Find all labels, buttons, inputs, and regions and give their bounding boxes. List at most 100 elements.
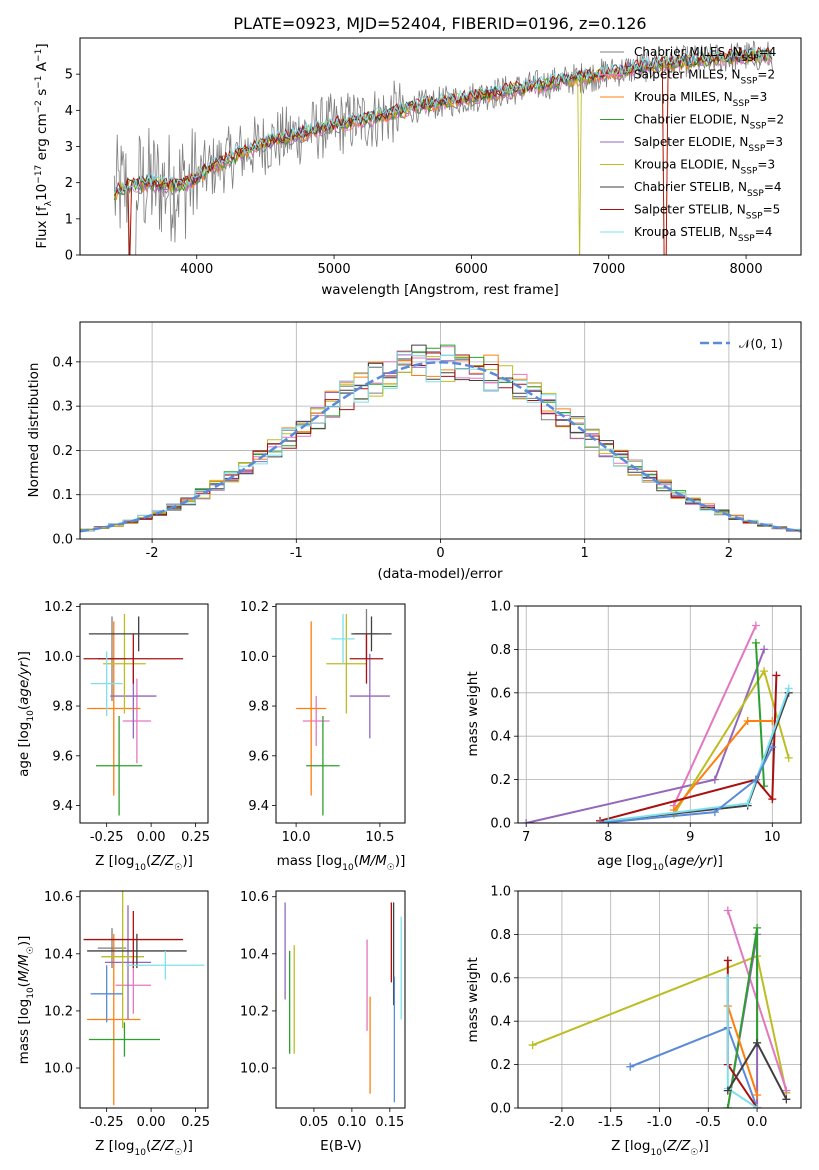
weight-marker (723, 1104, 732, 1108)
y-tick-label: 10.6 (44, 890, 73, 905)
y-axis-label: mass weight (465, 671, 481, 756)
y-axis-label: mass [log10(M/M☉)] (16, 936, 36, 1065)
x-axis-label: Z [log10(Z/Z☉)] (95, 853, 193, 873)
model-spectrum-line (113, 46, 773, 194)
weight-marker (723, 1086, 732, 1095)
y-tick-label: 10.4 (44, 947, 73, 962)
legend-label: Kroupa MILES, NSSP=3 (634, 90, 767, 109)
x-axis-label: E(B-V) (320, 1138, 362, 1154)
x-tick-label: 8000 (730, 262, 763, 277)
y-tick-label: 0.0 (52, 533, 73, 548)
weight-line (672, 625, 757, 807)
axes-frame (517, 605, 802, 824)
x-tick-label: 0.00 (137, 830, 166, 845)
y-tick-label: 1 (65, 212, 73, 227)
weight-marker (751, 621, 760, 630)
y-axis-label: age [log10(age/yr)] (16, 651, 36, 777)
y-tick-label: 10.2 (44, 600, 73, 615)
weight-vs-z-panel: -2.0 -1.5 -1.0 -0.5 0.0 0.0 0.2 0.4 0.6 0.8 1.0 Z [… (465, 885, 802, 1158)
weight-marker (753, 1038, 762, 1047)
y-tick-label: 9.6 (248, 749, 269, 764)
weight-marker (528, 1041, 537, 1050)
plot-area (528, 906, 791, 1108)
y-axis-label: Flux [fλ10−17 erg cm−2 s−1 A−1] (34, 43, 54, 248)
x-tick-label: 0.05 (299, 1115, 328, 1130)
y-tick-label: 10.0 (44, 1062, 73, 1077)
plot-area (83, 613, 189, 816)
weight-marker (784, 753, 793, 762)
y-tick-label: 9.4 (52, 799, 73, 814)
x-axis-label: Z [log10(Z/Z☉)] (95, 1138, 193, 1158)
y-tick-label: 0.2 (490, 773, 511, 788)
weight-marker (626, 1062, 635, 1071)
y-tick-label: 9.8 (52, 700, 73, 715)
legend-label: 𝒩(0, 1) (739, 337, 783, 351)
weight-line (599, 675, 778, 822)
y-tick-label: 9.8 (248, 700, 269, 715)
weight-marker (604, 816, 613, 823)
x-tick-label: 0 (436, 546, 444, 561)
y-tick-label: 0.0 (490, 1102, 511, 1117)
x-tick-label: 10.0 (282, 830, 311, 845)
legend-label: Kroupa ELODIE, NSSP=3 (634, 158, 775, 177)
y-tick-label: 10.0 (44, 650, 73, 665)
age-vs-mass-panel: 10.0 10.5 9.4 9.6 9.8 10.0 10.2 mass [log10(M/M… (240, 600, 406, 873)
x-axis-label: wavelength [Angstrom, rest frame] (321, 282, 559, 298)
y-tick-label: 0.1 (52, 488, 73, 503)
x-axis-label: (data-model)/error (377, 566, 503, 582)
y-tick-label: 0.3 (52, 400, 73, 415)
x-axis-label: Z [log10(Z/Z☉)] (611, 1138, 709, 1158)
y-tick-label: 1.0 (490, 885, 511, 900)
x-tick-label: 8 (604, 830, 612, 845)
x-tick-label: 0.00 (137, 1115, 166, 1130)
weight-marker (751, 638, 760, 647)
y-tick-label: 0.4 (52, 355, 73, 370)
x-tick-label: 4000 (180, 262, 213, 277)
plot-area (296, 608, 392, 816)
x-axis-label: mass [log10(M/M☉)] (277, 853, 406, 873)
age-vs-z-panel: -0.25 0.00 0.25 9.4 9.6 9.8 10.0 10.2 Z [log10(Z… (16, 600, 210, 873)
legend-label: Salpeter ELODIE, NSSP=3 (634, 135, 783, 154)
x-tick-label: -1.5 (598, 1115, 623, 1130)
mass-vs-ebv-panel: 0.05 0.10 0.15 10.0 10.2 10.4 10.6 E(B-V) (240, 890, 406, 1154)
y-tick-label: 0.8 (490, 928, 511, 943)
x-tick-label: -0.5 (696, 1115, 721, 1130)
legend-label: Chabrier ELODIE, NSSP=2 (634, 113, 784, 132)
y-tick-label: 9.6 (52, 749, 73, 764)
weight-marker (760, 645, 769, 654)
y-axis-label: Normed distribution (26, 363, 42, 498)
x-tick-label: 0.0 (747, 1115, 768, 1130)
y-tick-label: 10.0 (240, 650, 269, 665)
y-tick-label: 0 (65, 249, 73, 264)
weight-marker (522, 819, 531, 823)
y-tick-label: 10.6 (240, 890, 269, 905)
y-tick-label: 9.4 (248, 799, 269, 814)
weight-marker (772, 671, 781, 680)
weight-marker (768, 795, 777, 804)
y-tick-label: 2 (65, 176, 73, 191)
plot-area (80, 344, 801, 534)
x-tick-label: 5000 (318, 262, 351, 277)
plot-area (522, 621, 793, 823)
y-tick-label: 10.2 (44, 1004, 73, 1019)
figure-title: PLATE=0923, MJD=52404, FIBERID=0196, z=0… (233, 14, 646, 33)
legend-label: Salpeter STELIB, NSSP=5 (634, 203, 780, 222)
x-tick-label: 7000 (592, 262, 625, 277)
weight-marker (596, 819, 605, 823)
y-tick-label: 10.4 (240, 947, 269, 962)
y-tick-label: 0.2 (490, 1058, 511, 1073)
legend-label: Kroupa STELIB, NSSP=4 (634, 225, 772, 244)
x-tick-label: 10.5 (365, 830, 394, 845)
x-tick-label: 9 (686, 830, 694, 845)
y-tick-label: 0.0 (490, 817, 511, 832)
y-tick-label: 10.0 (240, 1062, 269, 1077)
normal-curve (80, 361, 801, 533)
plot-area (284, 902, 402, 1103)
x-axis-label: age [log10(age/yr)] (597, 853, 723, 873)
y-tick-label: 0.6 (490, 971, 511, 986)
x-tick-label: -2 (146, 546, 159, 561)
x-tick-label: 1 (581, 546, 589, 561)
weight-marker (753, 923, 762, 932)
weight-marker (782, 1095, 791, 1104)
